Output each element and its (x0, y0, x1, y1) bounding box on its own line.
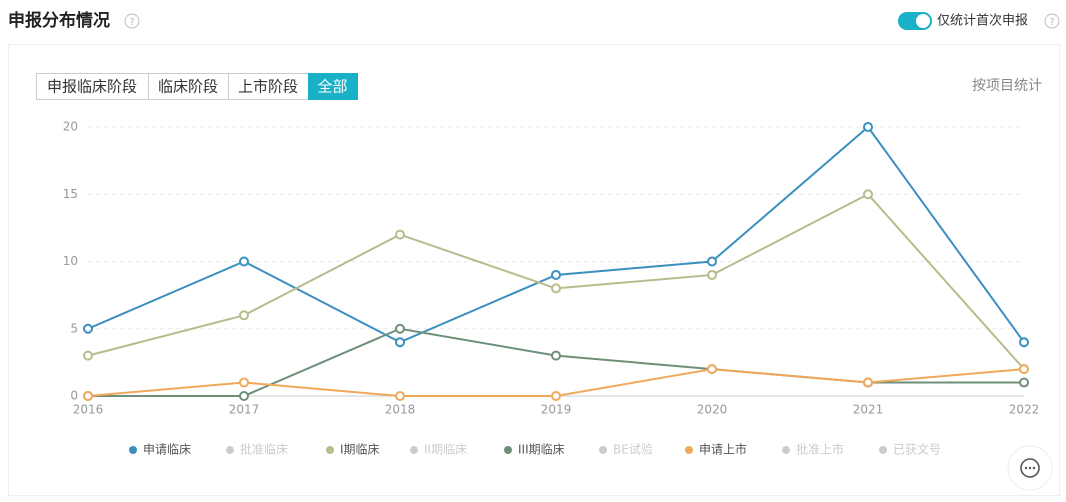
svg-text:?: ? (129, 17, 134, 28)
data-point (551, 283, 561, 294)
x-tick-label: 2021 (853, 403, 884, 417)
tab-label: 临床阶段 (158, 78, 218, 96)
data-point (863, 189, 873, 200)
toggle[interactable] (898, 12, 932, 30)
y-tick-label: 0 (70, 389, 78, 403)
data-point (395, 323, 405, 334)
data-point (395, 229, 405, 240)
data-point (1019, 337, 1029, 348)
legend-marker[interactable] (410, 446, 418, 454)
x-tick-label: 2022 (1009, 403, 1040, 417)
legend-label[interactable]: III期临床 (518, 443, 565, 457)
data-point (707, 269, 717, 280)
legend-marker[interactable] (129, 446, 137, 454)
data-point (863, 377, 873, 388)
legend-label[interactable]: 批准临床 (240, 442, 288, 457)
data-point (707, 364, 717, 375)
data-point (239, 377, 249, 388)
series-line (87, 125, 1025, 344)
card (8, 44, 1060, 496)
data-point (551, 350, 561, 361)
legend-label[interactable]: II期临床 (424, 443, 467, 457)
x-tick-label: 2019 (541, 403, 572, 417)
legend-label[interactable]: 申请临床 (143, 443, 191, 457)
legend-marker[interactable] (879, 446, 887, 454)
legend-label[interactable]: I期临床 (340, 443, 380, 457)
data-point (83, 391, 93, 401)
y-tick-label: 20 (63, 120, 78, 134)
data-point (551, 391, 561, 401)
data-point (239, 391, 249, 401)
data-point (83, 350, 93, 361)
legend-label[interactable]: 已获文号 (893, 442, 941, 457)
data-point (1019, 377, 1029, 388)
data-point (1019, 364, 1029, 375)
legend-marker[interactable] (504, 446, 512, 454)
tab-label: 上市阶段 (238, 78, 298, 96)
tab-label: 全部 (317, 78, 347, 96)
y-tick-label: 5 (70, 321, 78, 335)
x-tick-label: 2020 (697, 403, 728, 417)
data-point (83, 323, 93, 334)
legend-marker[interactable] (685, 446, 693, 454)
data-point (551, 269, 561, 280)
tab[interactable] (308, 73, 358, 100)
legend-label[interactable]: BE试验 (613, 442, 653, 457)
legend-marker[interactable] (782, 446, 790, 454)
data-point (863, 122, 873, 132)
header-title: 申报分布情况 (8, 10, 110, 31)
tab[interactable] (36, 73, 149, 100)
x-tick-label: 2018 (385, 403, 416, 417)
data-point (239, 256, 249, 267)
chat-button[interactable] (1007, 445, 1053, 491)
data-point (395, 337, 405, 348)
help-icon[interactable]: ? (124, 13, 140, 29)
stat-mode[interactable]: 按项目统计 (972, 78, 1042, 94)
x-tick-label: 2016 (73, 403, 104, 417)
y-tick-label: 10 (63, 254, 78, 268)
x-tick-label: 2017 (229, 403, 260, 417)
svg-text:?: ? (1049, 17, 1054, 28)
help-icon[interactable]: ? (1044, 13, 1060, 29)
toggle-label: 仅统计首次申报 (937, 13, 1028, 29)
legend-label[interactable]: 申请上市 (699, 442, 747, 457)
data-point (707, 256, 717, 267)
tab[interactable] (228, 73, 309, 100)
data-point (395, 391, 405, 401)
series-line (88, 327, 1024, 397)
legend-marker[interactable] (326, 446, 334, 454)
series-line (87, 193, 1025, 370)
legend-marker[interactable] (226, 446, 234, 454)
legend-label[interactable]: 批准上市 (796, 442, 844, 457)
y-tick-label: 15 (63, 187, 78, 201)
data-point (239, 310, 249, 321)
tab-label: 申报临床阶段 (47, 78, 137, 96)
legend-marker[interactable] (599, 446, 607, 454)
